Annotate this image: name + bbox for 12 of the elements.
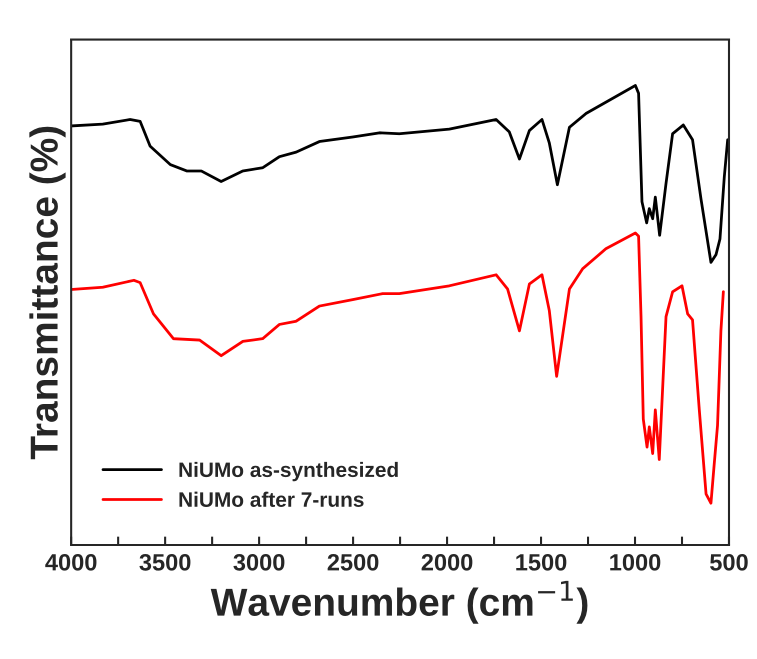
- x-tick-label: 2500: [328, 554, 378, 571]
- y-axis-title: Transmittance (%): [29, 126, 66, 460]
- x-tick-label: 1000: [610, 554, 660, 571]
- legend-label: NiUMo as-synthesized: [179, 462, 398, 482]
- x-tick-label: 1500: [516, 554, 566, 571]
- x-tick-label: 2000: [422, 554, 472, 571]
- x-tick-label: 4000: [45, 554, 96, 571]
- x-axis-title: Wavenumber (cm$^{−1}$): [210, 580, 588, 624]
- x-tick-label: 3500: [139, 554, 190, 571]
- legend-label: NiUMo after 7-runs: [179, 492, 364, 507]
- x-tick-label: 3000: [233, 554, 284, 571]
- x-tick-label: 500: [710, 554, 748, 571]
